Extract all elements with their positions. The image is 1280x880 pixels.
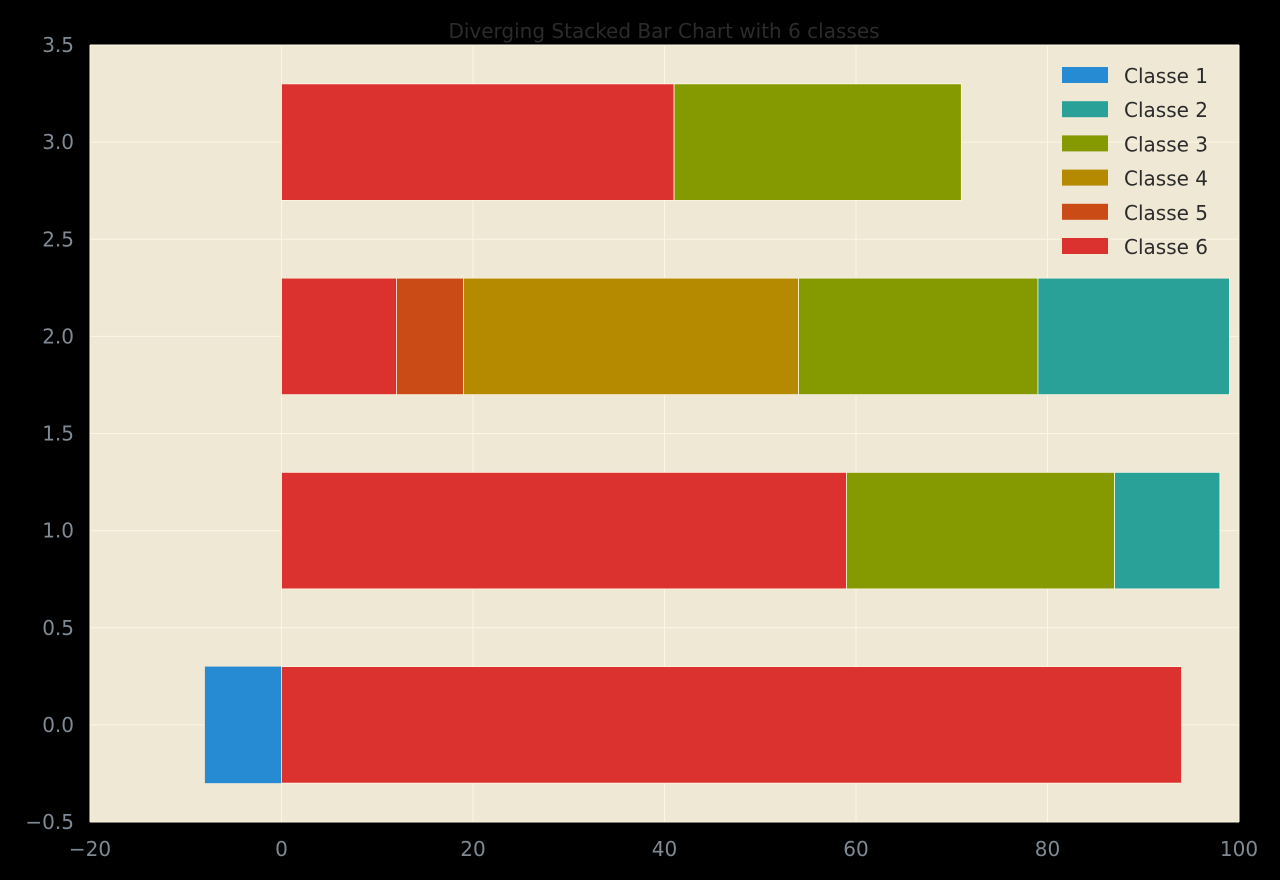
y-tick-label: 3.0 — [42, 130, 74, 154]
x-tick-label: 80 — [1035, 837, 1060, 861]
y-tick-label: −0.5 — [25, 810, 74, 834]
bar-segment-classe-3 — [798, 277, 1039, 396]
x-tick-label: 60 — [843, 837, 868, 861]
bar-segment-classe-5 — [395, 277, 464, 396]
legend-label: Classe 1 — [1124, 64, 1208, 88]
y-tick-label: 1.5 — [42, 422, 74, 446]
x-tick-label: 20 — [460, 837, 485, 861]
legend-swatch — [1062, 238, 1108, 254]
legend-label: Classe 4 — [1124, 167, 1208, 191]
legend-swatch — [1062, 101, 1108, 118]
legend-swatch — [1062, 135, 1108, 152]
legend-label: Classe 5 — [1124, 201, 1208, 225]
y-tick-label: 0.0 — [42, 713, 74, 737]
x-tick-label: 0 — [275, 837, 288, 861]
y-tick-label: 1.0 — [42, 519, 74, 543]
chart-title: Diverging Stacked Bar Chart with 6 class… — [448, 19, 879, 43]
y-tick-label: 3.5 — [42, 33, 74, 57]
bar-segment-classe-6 — [281, 277, 397, 396]
bar-segment-classe-6 — [281, 83, 675, 201]
bar-segment-classe-2 — [1114, 471, 1221, 590]
bar-segment-classe-4 — [463, 277, 799, 396]
axes: −20 0 20 40 60 80 100 −0.5 0.0 0.5 1.0 1.5 2.0 2.5 3.0… — [25, 33, 1258, 861]
x-tick-label: 40 — [652, 837, 677, 861]
y-tick-label: 0.5 — [42, 616, 74, 640]
legend: Classe 1 Classe 2 Classe 3 Classe 4 Classe 5… — [1062, 64, 1208, 259]
bar-segment-classe-6 — [281, 471, 847, 590]
bar-segment-classe-1 — [204, 666, 282, 784]
legend-swatch — [1062, 169, 1108, 186]
legend-swatch — [1062, 67, 1108, 83]
x-tick-label: −20 — [69, 837, 111, 861]
legend-label: Classe 6 — [1124, 235, 1208, 259]
bar-segment-classe-3 — [846, 471, 1115, 590]
y-tick-label: 2.5 — [42, 227, 74, 251]
bar-segment-classe-6 — [281, 666, 1182, 784]
legend-label: Classe 3 — [1124, 132, 1208, 156]
bars — [204, 83, 1230, 784]
bar-segment-classe-3 — [673, 83, 962, 201]
y-tick-label: 2.0 — [42, 324, 74, 348]
bar-segment-classe-2 — [1037, 277, 1230, 396]
legend-swatch — [1062, 203, 1108, 220]
x-tick-label: 100 — [1220, 837, 1258, 861]
legend-label: Classe 2 — [1124, 98, 1208, 122]
